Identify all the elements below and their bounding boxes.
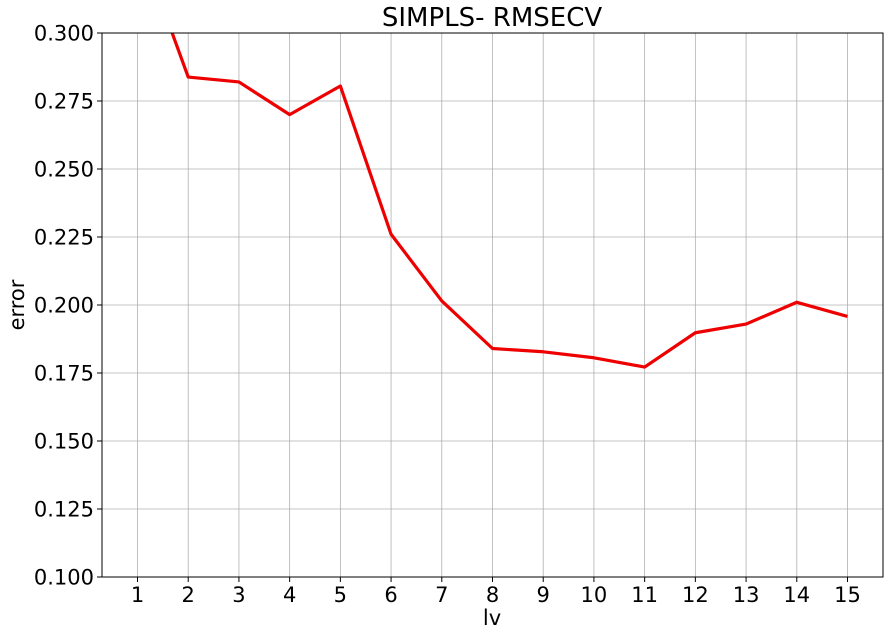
x-tick-label: 6 (384, 583, 397, 607)
x-tick-label: 1 (131, 583, 144, 607)
data-point (593, 357, 594, 358)
y-axis: 0.100 0.125 0.150 0.175 0.200 0.225 0.250 0.275… (34, 22, 102, 590)
y-tick-label: 0.250 (34, 158, 94, 182)
data-point (543, 351, 544, 352)
y-tick-label: 0.300 (34, 22, 94, 46)
data-point (238, 81, 239, 82)
y-tick-label: 0.100 (34, 566, 94, 590)
x-tick-label: 4 (283, 583, 296, 607)
x-tick-label: 11 (631, 583, 658, 607)
series-line (170, 33, 848, 369)
x-tick-label: 9 (537, 583, 550, 607)
y-tick-label: 0.175 (34, 362, 94, 386)
x-axis: 1 2 3 4 5 6 7 8 9 10 11 12 13 14 15 (131, 577, 861, 607)
x-tick-label: 7 (435, 583, 448, 607)
data-point (847, 316, 848, 317)
data-point (289, 114, 290, 115)
data-point (188, 77, 189, 78)
data-point (391, 234, 392, 235)
data-point (492, 348, 493, 349)
data-point (695, 332, 696, 333)
y-tick-label: 0.225 (34, 226, 94, 250)
grid (102, 32, 883, 578)
x-tick-label: 15 (834, 583, 861, 607)
x-tick-label: 5 (334, 583, 347, 607)
data-point (441, 300, 442, 301)
data-point (746, 324, 747, 325)
y-tick-label: 0.125 (34, 498, 94, 522)
y-tick-label: 0.275 (34, 90, 94, 114)
data-point (796, 302, 797, 303)
y-tick-label: 0.200 (34, 294, 94, 318)
x-tick-label: 14 (783, 583, 810, 607)
x-tick-label: 12 (682, 583, 709, 607)
data-point (644, 367, 645, 368)
x-tick-label: 8 (486, 583, 499, 607)
chart-title: SIMPLS- RMSECV (382, 3, 603, 33)
x-tick-label: 10 (581, 583, 608, 607)
y-tick-label: 0.150 (34, 430, 94, 454)
x-tick-label: 3 (232, 583, 245, 607)
y-axis-label: error (5, 279, 29, 330)
series-layer (170, 33, 848, 369)
x-tick-label: 13 (733, 583, 760, 607)
data-point (340, 86, 341, 87)
x-tick-label: 2 (182, 583, 195, 607)
x-axis-label: lv (483, 606, 501, 630)
